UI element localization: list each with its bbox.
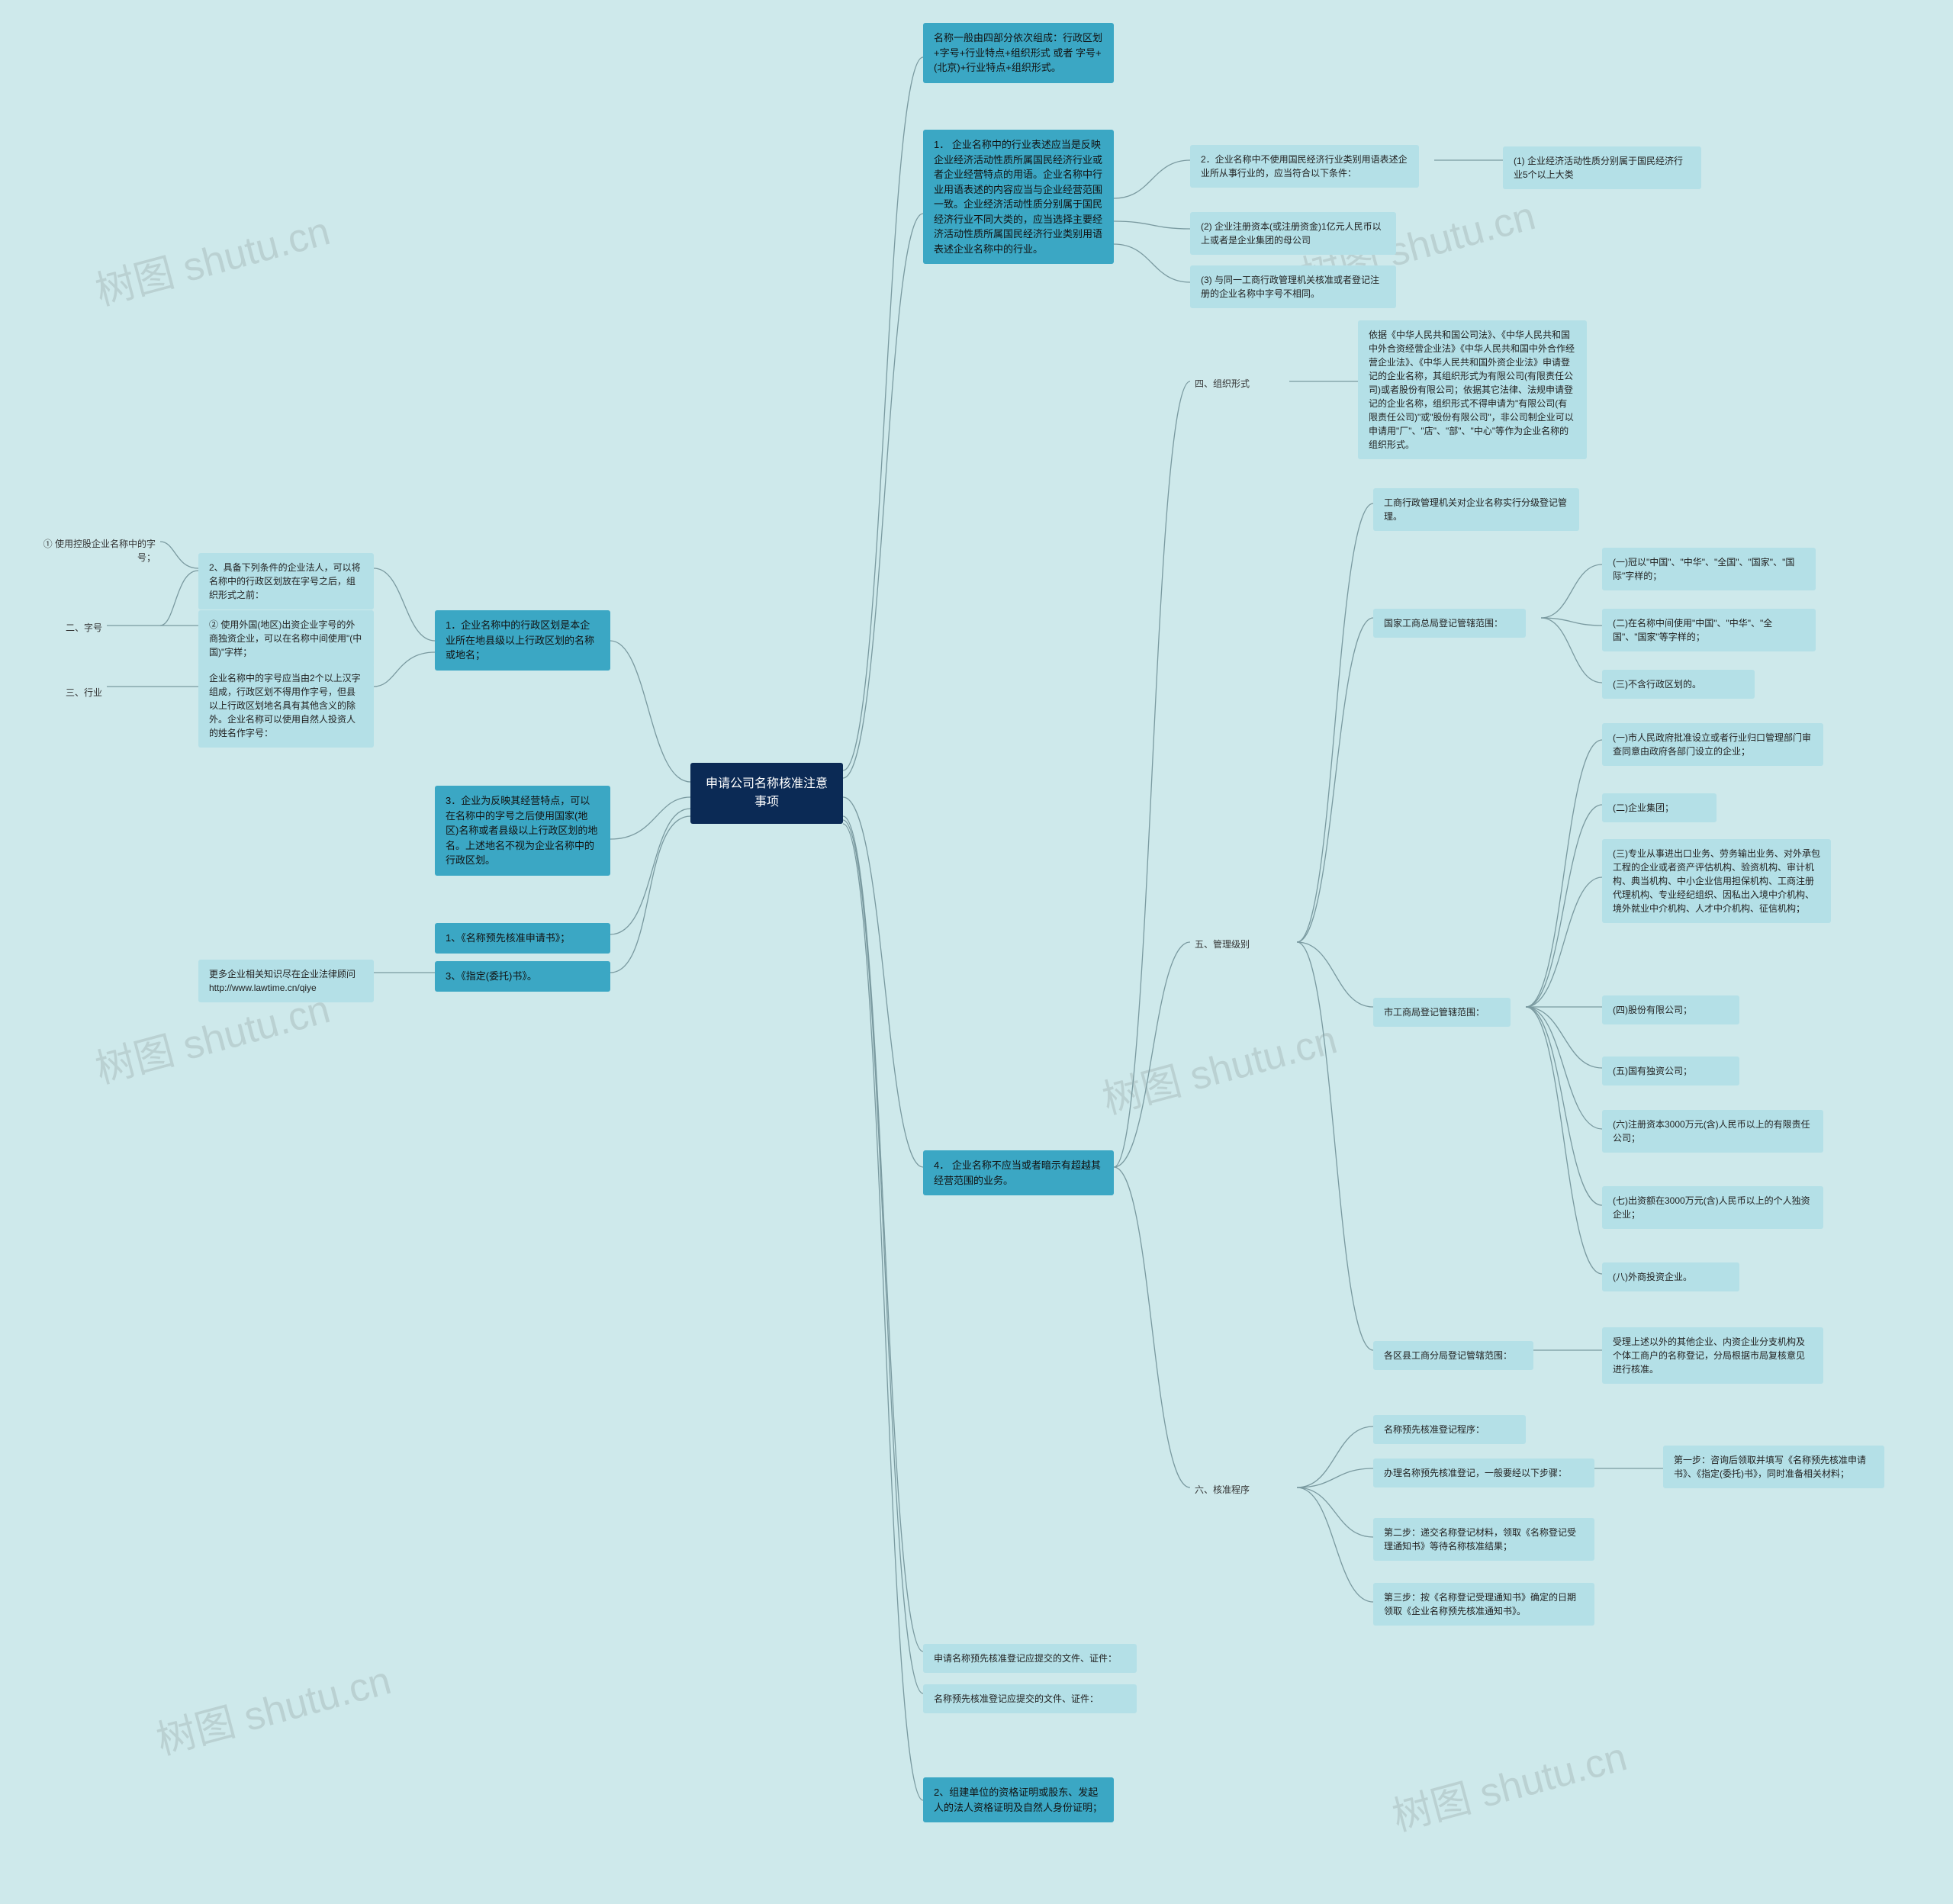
left-node-1-2-1: ① 使用控股企业名称中的字号； — [23, 534, 160, 568]
right-r5-nat: 国家工商总局登记管辖范围： — [1373, 609, 1526, 638]
connectors — [0, 0, 1953, 1904]
left-mid-1b: 1、《名称预先核准申请书》； — [435, 923, 610, 954]
left-node-1-2: 2、具备下列条件的企业法人，可以将名称中的行政区划放在字号之后，组织形式之前： — [198, 553, 374, 609]
right-r5-nat3: (三)不含行政区划的。 — [1602, 670, 1755, 699]
watermark: 树图 shutu.cn — [1096, 1008, 1343, 1125]
right-r1-b: (2) 企业注册资本(或注册资金)1亿元人民币以上或者是企业集团的母公司 — [1190, 212, 1396, 255]
left-mid-3: 3．企业为反映其经营特点，可以在名称中的字号之后使用国家(地区)名称或者县级以上… — [435, 786, 610, 876]
right-r5-city1: (一)市人民政府批准设立或者行业归口管理部门审查同意由政府各部门设立的企业； — [1602, 723, 1823, 766]
right-top-1: 名称一般由四部分依次组成：行政区划+字号+行业特点+组织形式 或者 字号+(北京… — [923, 23, 1114, 83]
watermark: 树图 shutu.cn — [88, 199, 336, 317]
right-app2: 名称预先核准登记应提交的文件、证件： — [923, 1684, 1137, 1713]
right-r6-c: 第二步：递交名称登记材料，领取《名称登记受理通知书》等待名称核准结果； — [1373, 1518, 1594, 1561]
root-node: 申请公司名称核准注意事项 — [690, 763, 843, 824]
right-r6-b: 办理名称预先核准登记，一般要经以下步骤： — [1373, 1459, 1594, 1488]
right-r5-nat2: (二)在名称中间使用"中国"、"中华"、"全国"、"国家"等字样的； — [1602, 609, 1816, 651]
right-r5-dist1: 受理上述以外的其他企业、内资企业分支机构及个体工商户的名称登记，分局根据市局复核… — [1602, 1327, 1823, 1384]
left-mid-3b: 3、《指定(委托)书》。 — [435, 961, 610, 992]
right-main4: 4． 企业名称不应当或者暗示有超越其经营范围的业务。 — [923, 1150, 1114, 1195]
right-r1: 1． 企业名称中的行业表述应当是反映企业经济活动性质所属国民经济行业或者企业经营… — [923, 130, 1114, 264]
right-r4-text: 依据《中华人民共和国公司法》、《中华人民共和国中外合资经营企业法》《中华人民共和… — [1358, 320, 1587, 459]
right-r1-c: (3) 与同一工商行政管理机关核准或者登记注册的企业名称中字号不相同。 — [1190, 265, 1396, 308]
left-node-3-1: 企业名称中的字号应当由2个以上汉字组成，行政区划不得用作字号，但县以上行政区划地… — [198, 664, 374, 748]
right-r5-nat1: (一)冠以"中国"、"中华"、"全国"、"国家"、"国际"字样的； — [1602, 548, 1816, 590]
watermark: 树图 shutu.cn — [150, 1648, 397, 1766]
right-r1-a: 2．企业名称中不使用国民经济行业类别用语表述企业所从事行业的，应当符合以下条件： — [1190, 145, 1419, 188]
right-r1-a1: (1) 企业经济活动性质分别属于国民经济行业5个以上大类 — [1503, 146, 1701, 189]
right-r5-dist: 各区县工商分局登记管辖范围： — [1373, 1341, 1533, 1370]
right-r5-city7: (七)出资额在3000万元(含)人民币以上的个人独资企业； — [1602, 1186, 1823, 1229]
left-node-1: 1．企业名称中的行政区划是本企业所在地县级以上行政区划的名称或地名； — [435, 610, 610, 671]
right-r5-city4: (四)股份有限公司； — [1602, 995, 1739, 1024]
left-mid-3b-note: 更多企业相关知识尽在企业法律顾问http://www.lawtime.cn/qi… — [198, 960, 374, 1002]
right-r5-top: 工商行政管理机关对企业名称实行分级登记管理。 — [1373, 488, 1579, 531]
right-r5-city5: (五)国有独资公司； — [1602, 1057, 1739, 1085]
right-r4-label: 四、组织形式 — [1190, 374, 1254, 394]
right-app1: 申请名称预先核准登记应提交的文件、证件： — [923, 1644, 1137, 1673]
right-r6-d: 第三步：按《名称登记受理通知书》确定的日期领取《企业名称预先核准通知书》。 — [1373, 1583, 1594, 1626]
right-r5-city3: (三)专业从事进出口业务、劳务输出业务、对外承包工程的企业或者资产评估机构、验资… — [1602, 839, 1831, 923]
watermark: 树图 shutu.cn — [1385, 1725, 1633, 1842]
right-r5-city: 市工商局登记管辖范围： — [1373, 998, 1511, 1027]
right-r5-city8: (八)外商投资企业。 — [1602, 1262, 1739, 1291]
right-main2: 2、组建单位的资格证明或股东、发起人的法人资格证明及自然人身份证明； — [923, 1777, 1114, 1822]
right-r5-city2: (二)企业集团； — [1602, 793, 1717, 822]
right-r6-b1: 第一步：咨询后领取并填写《名称预先核准申请书》、《指定(委托)书》，同时准备相关… — [1663, 1446, 1884, 1488]
right-r5-label: 五、管理级别 — [1190, 934, 1254, 954]
right-r6-a: 名称预先核准登记程序： — [1373, 1415, 1526, 1444]
right-r5-city6: (六)注册资本3000万元(含)人民币以上的有限责任公司； — [1602, 1110, 1823, 1153]
left-label-2: 二、字号 — [46, 618, 107, 638]
right-r6-label: 六、核准程序 — [1190, 1480, 1254, 1500]
left-node-1-2-2: ② 使用外国(地区)出资企业字号的外商独资企业，可以在名称中间使用"(中国)"字… — [198, 610, 374, 667]
left-label-3: 三、行业 — [46, 683, 107, 703]
